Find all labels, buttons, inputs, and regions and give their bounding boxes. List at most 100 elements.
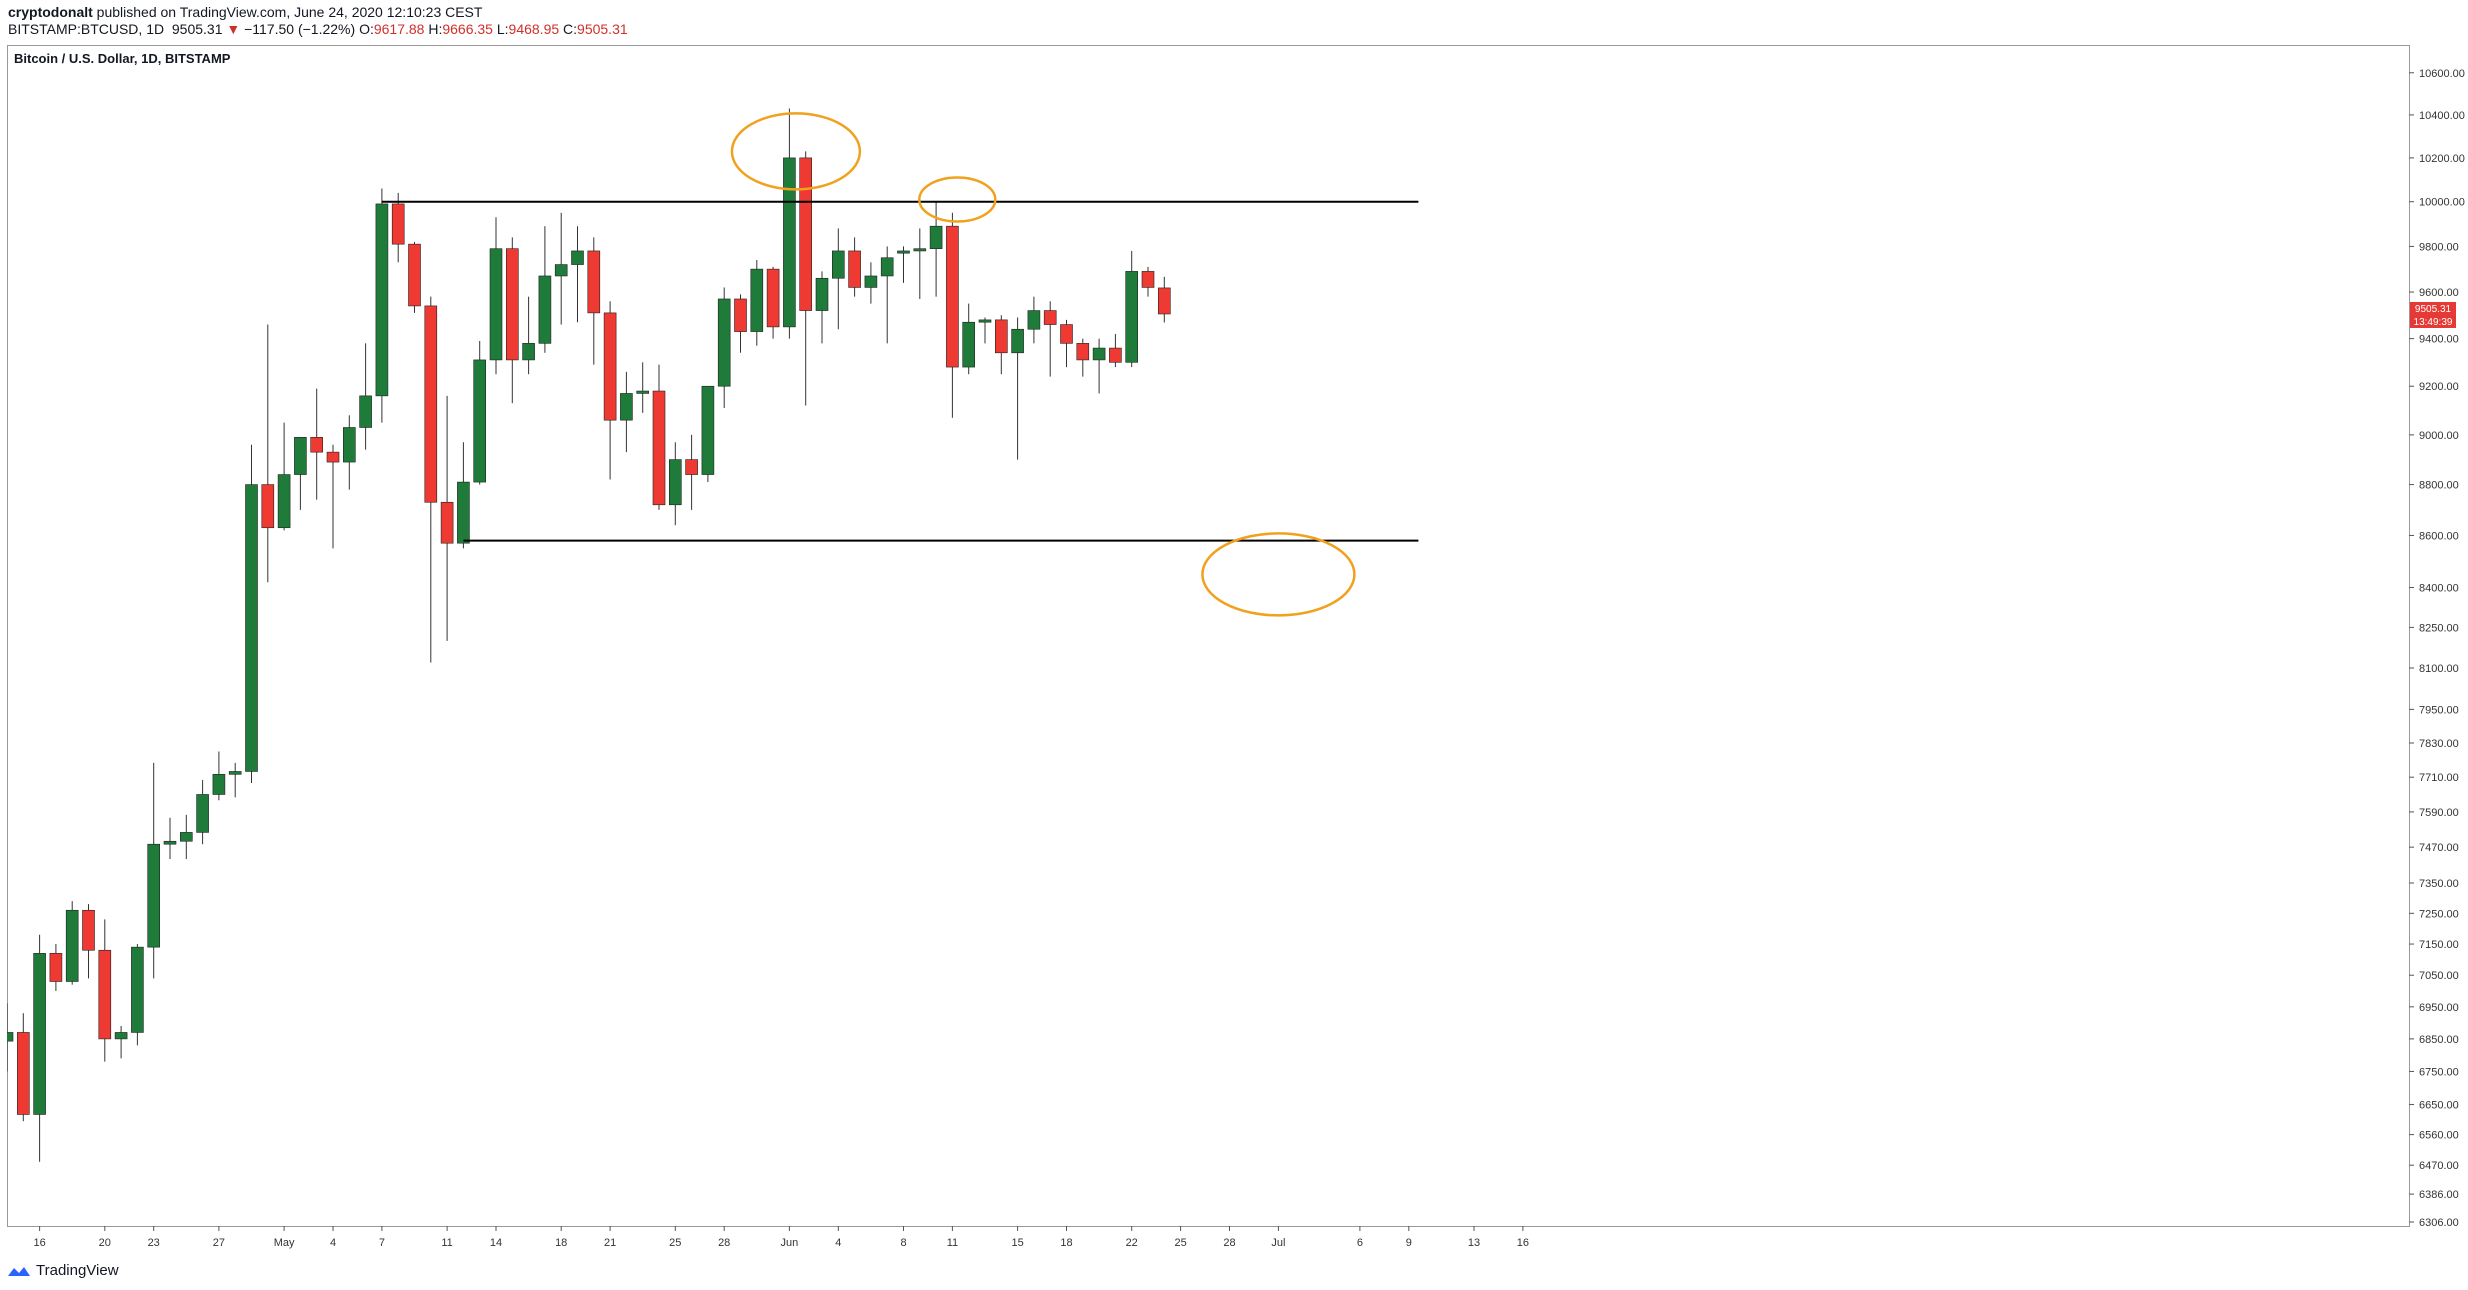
y-axis[interactable]: 10600.00 10400.00 10200.00 10000.00 9800.00 9… — [2409, 68, 2465, 1229]
x-tick-label: 18 — [555, 1237, 567, 1249]
trend-lines[interactable] — [381, 200, 1419, 542]
annotation-circles[interactable] — [730, 112, 1356, 617]
candle — [734, 294, 747, 353]
candle-body — [82, 909, 95, 951]
candle — [212, 751, 226, 801]
candle — [864, 262, 878, 304]
x-tick-label: 11 — [947, 1237, 958, 1249]
candle — [701, 385, 715, 483]
candle — [538, 226, 552, 353]
candle-body — [587, 250, 601, 314]
x-axis[interactable]: 16 20 23 27 May 4 7 11 14 18 21 25 28 Jun 4 8 11 15 18 22 25… — [33, 1226, 1529, 1249]
y-tick-label: 9600.00 — [2419, 287, 2459, 299]
candle-body — [1027, 310, 1041, 330]
countdown-label: 13:49:39 — [2414, 317, 2453, 328]
candle-body — [783, 157, 796, 328]
y-tick-label: 7050.00 — [2419, 970, 2459, 982]
candle-body — [277, 474, 291, 529]
annotation-circle — [730, 112, 862, 191]
candle — [33, 934, 46, 1162]
candle-body — [261, 484, 275, 529]
tradingview-logo[interactable]: TradingView — [6, 1262, 119, 1279]
y-tick-label: 7590.00 — [2419, 807, 2459, 819]
candle — [1043, 301, 1057, 377]
candle-body — [652, 390, 666, 506]
y-tick-label: 7830.00 — [2419, 738, 2459, 750]
candle — [1092, 338, 1106, 394]
candle-body — [522, 343, 535, 361]
candle — [799, 151, 813, 406]
candle-body — [294, 437, 307, 475]
candle — [522, 296, 535, 375]
chart-area[interactable]: Bitcoin / U.S. Dollar, 1D, BITSTAMP 1060… — [7, 45, 2468, 1290]
candles[interactable] — [7, 108, 1171, 1162]
candle-body — [17, 1032, 30, 1115]
y-tick-label: 10000.00 — [2419, 197, 2465, 209]
candle — [1011, 317, 1024, 460]
candle — [652, 364, 666, 510]
candle — [766, 266, 780, 339]
ohlc-legend: BITSTAMP:BTCUSD, 1D 9505.31 ▼ −117.50 (−… — [8, 21, 628, 37]
candle — [163, 817, 177, 860]
candle-body — [424, 305, 438, 503]
publish-info: cryptodonalt published on TradingView.co… — [8, 4, 482, 20]
candle-body — [457, 481, 470, 544]
close-label: C: — [563, 21, 578, 37]
candle — [913, 228, 927, 299]
y-tick-label: 10200.00 — [2419, 153, 2465, 165]
x-tick-label: 16 — [1517, 1237, 1529, 1249]
candle-body — [180, 832, 193, 842]
candle-body — [685, 459, 698, 475]
candle — [277, 422, 291, 531]
candle — [375, 188, 389, 423]
tradingview-brand: TradingView — [36, 1262, 119, 1279]
x-tick-label: 11 — [441, 1237, 452, 1249]
change-arrow-icon: ▼ — [226, 21, 241, 37]
candle-body — [1043, 310, 1057, 325]
y-tick-label: 9400.00 — [2419, 334, 2459, 346]
candle — [49, 944, 63, 991]
author-name[interactable]: cryptodonalt — [8, 4, 93, 20]
candle-body — [359, 395, 372, 428]
candle — [815, 271, 829, 344]
candle — [326, 444, 340, 549]
candle-body — [408, 243, 421, 307]
low-value: 9468.95 — [508, 21, 560, 37]
x-tick-label: 15 — [1011, 1237, 1023, 1249]
candle — [620, 371, 633, 453]
y-tick-label: 6306.00 — [2419, 1217, 2459, 1229]
x-tick-label: 8 — [900, 1237, 906, 1249]
candle-body — [114, 1032, 128, 1040]
x-tick-label: 14 — [490, 1237, 502, 1249]
x-tick-label: 27 — [213, 1237, 225, 1249]
x-tick-label: 9 — [1406, 1237, 1412, 1249]
candle — [994, 315, 1008, 375]
candle-body — [375, 203, 389, 397]
candle-body — [505, 248, 519, 361]
candle-body — [668, 459, 682, 506]
candle — [147, 762, 160, 979]
candle-body — [1109, 347, 1122, 363]
y-tick-label: 8800.00 — [2419, 480, 2459, 492]
candlestick-chart[interactable]: Bitcoin / U.S. Dollar, 1D, BITSTAMP 1060… — [7, 45, 2468, 1260]
candle — [783, 108, 796, 339]
x-tick-label: 25 — [1174, 1237, 1186, 1249]
candle-body — [1011, 328, 1024, 354]
y-tick-label: 7710.00 — [2419, 772, 2459, 784]
candle-body — [1125, 271, 1138, 363]
candle — [848, 237, 861, 297]
candle-body — [310, 437, 324, 453]
candle — [1060, 319, 1073, 368]
y-tick-label: 6950.00 — [2419, 1002, 2459, 1014]
candle-body — [946, 225, 959, 368]
y-tick-label: 6560.00 — [2419, 1130, 2459, 1142]
y-tick-label: 7470.00 — [2419, 842, 2459, 854]
candle — [7, 1003, 14, 1072]
candle — [1109, 333, 1122, 368]
candle — [685, 434, 698, 510]
candle — [505, 237, 519, 404]
candle-body — [848, 250, 861, 288]
candle-body — [1092, 347, 1106, 361]
candle-body — [228, 771, 242, 775]
y-tick-label: 6386.00 — [2419, 1189, 2459, 1201]
